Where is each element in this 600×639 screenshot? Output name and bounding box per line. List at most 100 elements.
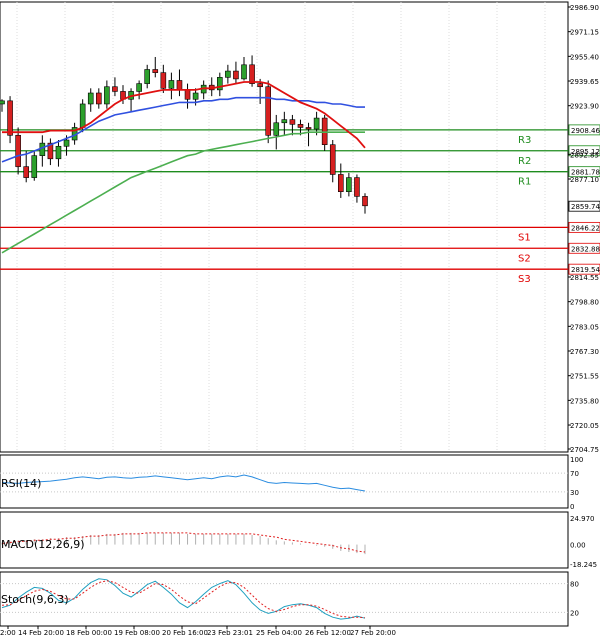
y-tick-label: 2814.55 <box>570 274 599 282</box>
x-tick-label: 27 Feb 20:00 <box>350 629 396 637</box>
candle-up <box>144 69 150 84</box>
candle-up <box>192 92 199 100</box>
stoch-tick-label: 20 <box>570 609 579 617</box>
rsi-line <box>1 474 366 492</box>
candle-up <box>225 70 231 78</box>
level-price-label: 2908.46 <box>571 127 600 135</box>
level-price-label: 2819.54 <box>571 266 600 274</box>
ma-green-line <box>1 131 365 254</box>
candle-up <box>346 177 352 192</box>
level-price-box <box>568 124 600 136</box>
candle-up <box>168 80 175 89</box>
candle-down <box>184 89 191 100</box>
level-price-box <box>568 263 600 275</box>
panel-frame-macd <box>0 511 569 569</box>
y-tick-label: 2704.75 <box>570 446 599 454</box>
candle-down <box>7 100 13 136</box>
x-tick-label: 26 Feb 12:00 <box>305 629 351 637</box>
x-tick-label: 19 Feb 08:00 <box>114 629 160 637</box>
stoch-k-line <box>1 578 366 620</box>
candle-up <box>55 145 62 160</box>
macd-tick-label: -18.245 <box>570 561 597 569</box>
macd-signal-line <box>1 532 366 553</box>
y-tick-label: 2939.65 <box>570 78 599 86</box>
candle-down <box>112 86 118 92</box>
level-price-box <box>568 166 600 178</box>
stoch-label: Stoch(9,6,3) <box>1 593 69 606</box>
candle-up <box>39 142 46 156</box>
rsi-tick-label: 0 <box>570 503 574 511</box>
current-price-label: 2859.74 <box>571 203 600 211</box>
candle-down <box>321 117 328 145</box>
level-name-r3: R3 <box>518 135 531 146</box>
candle-up <box>79 103 86 128</box>
candle-down <box>305 127 312 130</box>
candle-down <box>337 174 344 192</box>
y-tick-label: 2955.40 <box>570 53 599 61</box>
ma-red-line <box>2 81 366 149</box>
panel-frame-rsi <box>0 454 569 509</box>
candle-down <box>160 72 167 89</box>
candle-down <box>233 70 239 80</box>
y-tick-label: 2735.80 <box>570 397 599 405</box>
candle-up <box>241 64 247 80</box>
y-tick-label: 2892.85 <box>570 151 599 159</box>
level-name-s3: S3 <box>518 274 531 285</box>
y-tick-label: 2798.80 <box>570 299 599 307</box>
candle-down <box>23 166 30 178</box>
candle-up <box>87 92 94 105</box>
y-tick-label: 2971.15 <box>570 29 599 37</box>
candle-down <box>176 80 183 91</box>
candle-down <box>265 86 272 136</box>
ma-blue-line <box>1 96 365 163</box>
candle-up <box>0 100 5 105</box>
level-price-label: 2832.88 <box>571 245 600 253</box>
candle-up <box>136 83 142 92</box>
candle-up <box>281 119 288 124</box>
candle-down <box>289 119 296 125</box>
y-tick-label: 2986.90 <box>570 4 599 12</box>
level-price-label: 2881.78 <box>571 169 600 177</box>
candle-up <box>63 139 70 147</box>
rsi-tick-label: 70 <box>570 470 579 478</box>
x-tick-label: 23 Feb 23:01 <box>207 629 253 637</box>
candle-up <box>31 155 38 178</box>
y-tick-label: 2751.55 <box>570 373 599 381</box>
current-price-box <box>568 200 600 212</box>
candle-down <box>257 83 263 88</box>
level-price-label: 2895.12 <box>571 148 600 156</box>
y-tick-label: 2923.90 <box>570 103 599 111</box>
panel-frame-stoch <box>0 571 569 627</box>
y-tick-label: 2783.05 <box>570 323 599 331</box>
y-tick-label: 2877.10 <box>570 176 599 184</box>
candle-up <box>104 86 110 105</box>
stoch-tick-label: 80 <box>570 581 579 589</box>
x-tick-label: 14 Feb 20:00 <box>18 629 64 637</box>
candle-down <box>329 144 336 175</box>
level-name-s2: S2 <box>518 253 531 264</box>
candle-down <box>96 92 102 105</box>
macd-tick-label: 24.970 <box>570 515 595 523</box>
macd-label: MACD(12,26,9) <box>1 538 85 551</box>
level-name-r2: R2 <box>518 156 531 167</box>
level-price-box <box>568 221 600 233</box>
candle-up <box>273 122 280 136</box>
rsi-tick-label: 30 <box>570 489 579 497</box>
candle-down <box>354 177 360 197</box>
level-name-r1: R1 <box>518 177 531 188</box>
level-price-box <box>568 145 600 157</box>
rsi-tick-label: 100 <box>570 456 583 464</box>
candle-down <box>249 64 255 84</box>
candle-down <box>47 142 54 160</box>
candle-down <box>152 69 159 73</box>
level-name-s1: S1 <box>518 232 531 243</box>
macd-tick-label: 0.00 <box>570 542 586 550</box>
candle-down <box>15 134 21 167</box>
x-tick-label: 2:00 <box>0 629 16 637</box>
level-price-label: 2846.22 <box>571 224 600 232</box>
x-tick-label: 25 Feb 04:00 <box>256 629 302 637</box>
stoch-d-line <box>1 580 366 619</box>
candle-up <box>217 77 223 91</box>
y-tick-label: 2720.05 <box>570 422 599 430</box>
